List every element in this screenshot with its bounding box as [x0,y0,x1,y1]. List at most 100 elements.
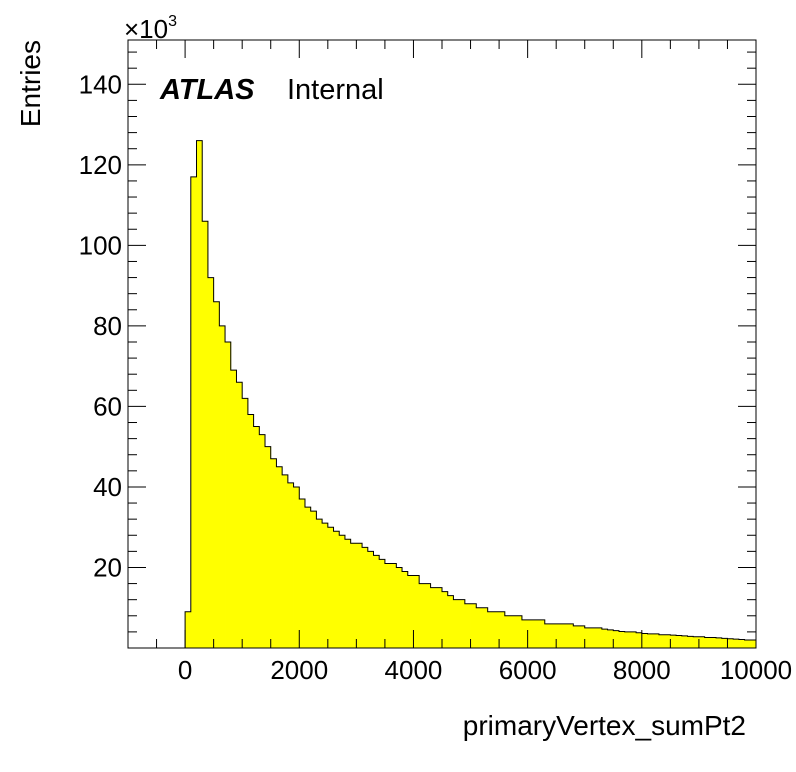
y-tick-label: 60 [93,391,122,421]
x-tick-label: 10000 [720,655,792,685]
histogram-bar [630,631,637,648]
histogram-bar [681,635,688,648]
histogram-bar [607,629,614,648]
histogram-bar [624,631,631,648]
histogram-bar [276,466,283,648]
histogram-bar [225,341,232,648]
histogram-bar [390,563,397,648]
histogram-bar [430,587,437,648]
histogram-bar [202,221,209,648]
histogram-bar [561,623,568,648]
histogram-bar [470,603,477,648]
histogram-bar [413,575,420,648]
y-axis-title: Entries [15,40,46,127]
histogram-bar [384,563,392,648]
histogram-bar [573,625,580,648]
histogram-bar [670,635,677,648]
histogram-bar [213,301,220,648]
histogram-bar [658,634,666,648]
histogram-bar [459,599,466,648]
histogram-bars [185,140,757,649]
histogram-bar [601,629,608,648]
histogram-bar [350,543,357,648]
histogram-bar [550,623,557,648]
histogram-bar [453,599,460,648]
histogram-bar [270,458,277,648]
histogram-bar [407,575,414,648]
histogram-bar [481,607,489,648]
histogram-bar [282,474,289,648]
x-tick-label: 6000 [499,655,557,685]
histogram-bar [721,638,728,648]
histogram-bar [539,619,546,648]
histogram-bar [259,434,266,648]
histogram-bar [676,635,683,648]
histogram-bar [750,639,757,648]
internal-label: Internal [287,74,384,106]
histogram-bar [647,633,654,648]
histogram-bar [310,511,317,648]
histogram-bar [356,543,363,648]
y-tick-label: 40 [93,472,122,502]
histogram-bar [641,633,648,648]
y-tick-label: 120 [79,150,122,180]
histogram-bar [590,627,597,648]
histogram-bar [304,507,312,648]
histogram-bar [584,627,591,648]
histogram-bar [322,523,329,648]
atlas-label: ATLAS [159,74,255,106]
histogram-bar [567,623,574,648]
histogram-bar [339,535,346,648]
y-multiplier-exponent: 3 [168,13,177,30]
histogram-bar [442,591,449,648]
histogram-bar [362,547,369,648]
y-tick-label: 80 [93,311,122,341]
histogram-bar [293,486,300,648]
histogram-bar [527,619,534,648]
histogram-bar [265,446,272,648]
histogram-bar [613,630,620,648]
histogram-bar [333,531,340,648]
histogram-bar [373,555,380,648]
histogram-bar [367,551,374,648]
histogram-bar [396,567,403,648]
histogram-bar [242,398,249,648]
histogram-bar [738,639,745,648]
histogram-bar [716,637,723,648]
histogram-bar [636,632,643,648]
histogram-bar [464,603,471,648]
x-axis-title: primaryVertex_sumPt2 [463,710,746,741]
histogram-bar [207,277,215,648]
histogram-bar [230,370,237,648]
histogram-bar [618,631,626,648]
histogram-bar [556,623,563,648]
histogram-bar [710,637,717,648]
histogram-bar [544,623,551,648]
histogram-bar [516,615,523,648]
histogram-bar [424,583,431,648]
histogram-bar [687,636,694,648]
histogram-bar [653,633,660,648]
histogram-bar [253,426,260,648]
histogram-bar [744,639,751,648]
histogram-bar [727,638,734,648]
histogram-bar [196,140,203,649]
x-tick-label: 2000 [270,655,328,685]
histogram-bar [190,176,197,648]
histogram-bar [504,615,511,648]
y-multiplier-label: ×103 [124,13,177,44]
histogram-bar [287,482,294,648]
histogram-bar [402,571,409,648]
histogram-bar [419,583,426,648]
histogram-bar [185,611,192,648]
histogram-bar [379,559,386,648]
x-tick-label: 8000 [613,655,671,685]
x-tick-label: 0 [178,655,192,685]
y-tick-label: 20 [93,552,122,582]
histogram-bar [510,615,517,648]
x-tick-label: 4000 [385,655,443,685]
histogram-bar [236,382,243,648]
histogram-bar [533,619,540,648]
histogram-bar [493,611,500,648]
